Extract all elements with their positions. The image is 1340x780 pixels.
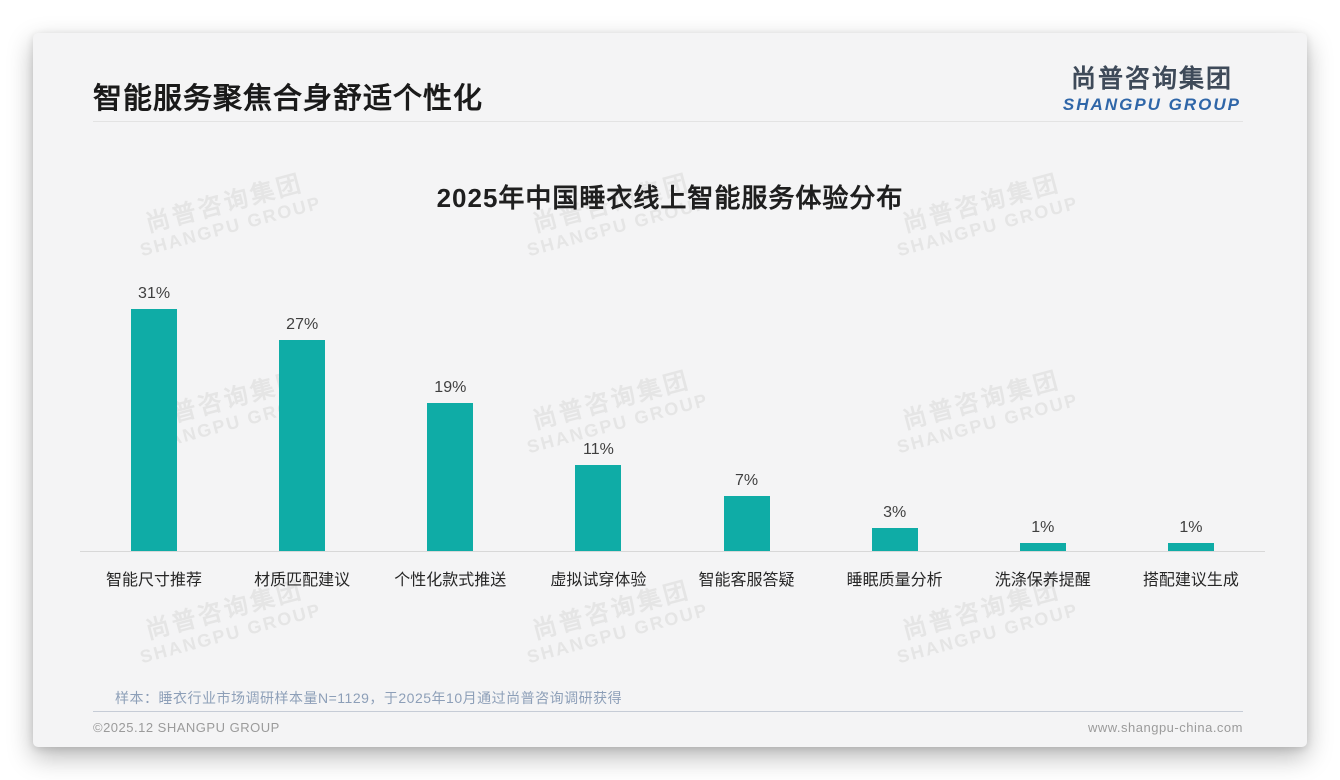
copyright-text: ©2025.12 SHANGPU GROUP xyxy=(93,720,280,735)
chart-title: 2025年中国睡衣线上智能服务体验分布 xyxy=(436,183,904,213)
bar xyxy=(871,527,918,551)
bar-value-label: 3% xyxy=(883,503,907,521)
bar-value-label: 1% xyxy=(1031,519,1055,537)
bar xyxy=(427,402,474,551)
bar-slot: 27% xyxy=(228,316,376,551)
bar-value-label: 27% xyxy=(286,316,319,334)
company-logo: 尚普咨询集团 SHANGPU GROUP xyxy=(1063,59,1241,115)
category-label: 睡眠质量分析 xyxy=(846,572,943,589)
bar-slot: 7% xyxy=(673,472,821,551)
bar-value-label: 7% xyxy=(735,472,759,490)
bar xyxy=(1167,543,1214,551)
bar-value-label: 1% xyxy=(1179,519,1203,537)
bar-value-label: 31% xyxy=(138,285,171,303)
bar-slot: 1% xyxy=(1117,519,1265,551)
logo-english-text: SHANGPU GROUP xyxy=(1062,95,1241,114)
footer-divider xyxy=(93,711,1243,712)
category-label: 虚拟试穿体验 xyxy=(550,572,647,589)
category-label: 智能客服答疑 xyxy=(698,572,795,589)
bar-slot: 1% xyxy=(969,519,1117,551)
watermark-english: SHANGPU GROUP xyxy=(894,599,1081,668)
source-note: 样本：睡衣行业市场调研样本量N=1129，于2025年10月通过尚普咨询调研获得 xyxy=(115,690,623,706)
category-label: 材质匹配建议 xyxy=(254,572,351,589)
bar-chart-plot: 31% 27% 19% 11% 7% 3% 1% 1% xyxy=(80,243,1265,552)
bar-value-label: 19% xyxy=(434,378,467,396)
category-label: 洗涤保养提醒 xyxy=(994,572,1091,589)
category-label: 智能尺寸推荐 xyxy=(106,572,203,589)
category-label: 个性化款式推送 xyxy=(394,572,507,589)
website-url: www.shangpu-china.com xyxy=(1087,720,1243,735)
bar-value-label: 11% xyxy=(583,441,614,459)
bar xyxy=(575,465,622,551)
page-title: 智能服务聚焦合身舒适个性化 xyxy=(93,83,484,115)
header-divider xyxy=(93,121,1243,122)
bar xyxy=(723,496,770,551)
watermark-english: SHANGPU GROUP xyxy=(524,599,711,668)
logo-chinese-text: 尚普咨询集团 xyxy=(1070,65,1233,93)
bar-slot: 11% xyxy=(524,441,672,551)
watermark-english: SHANGPU GROUP xyxy=(137,599,324,668)
slide-card: 尚普咨询集团 SHANGPU GROUP 尚普咨询集团 SHANGPU GROUP 尚普… xyxy=(33,33,1307,747)
bar xyxy=(131,309,178,551)
bar-slot: 3% xyxy=(821,504,969,551)
bar xyxy=(279,340,326,551)
bar xyxy=(1019,543,1066,551)
category-axis: 智能尺寸推荐 材质匹配建议 个性化款式推送 虚拟试穿体验 智能客服答疑 睡眠质量分析 洗涤保… xyxy=(80,566,1265,590)
footer-row: ©2025.12 SHANGPU GROUP www.shangpu-china… xyxy=(93,720,1243,735)
category-label: 搭配建议生成 xyxy=(1142,572,1239,589)
bar-slot: 31% xyxy=(80,285,228,551)
bar-slot: 19% xyxy=(376,379,524,551)
